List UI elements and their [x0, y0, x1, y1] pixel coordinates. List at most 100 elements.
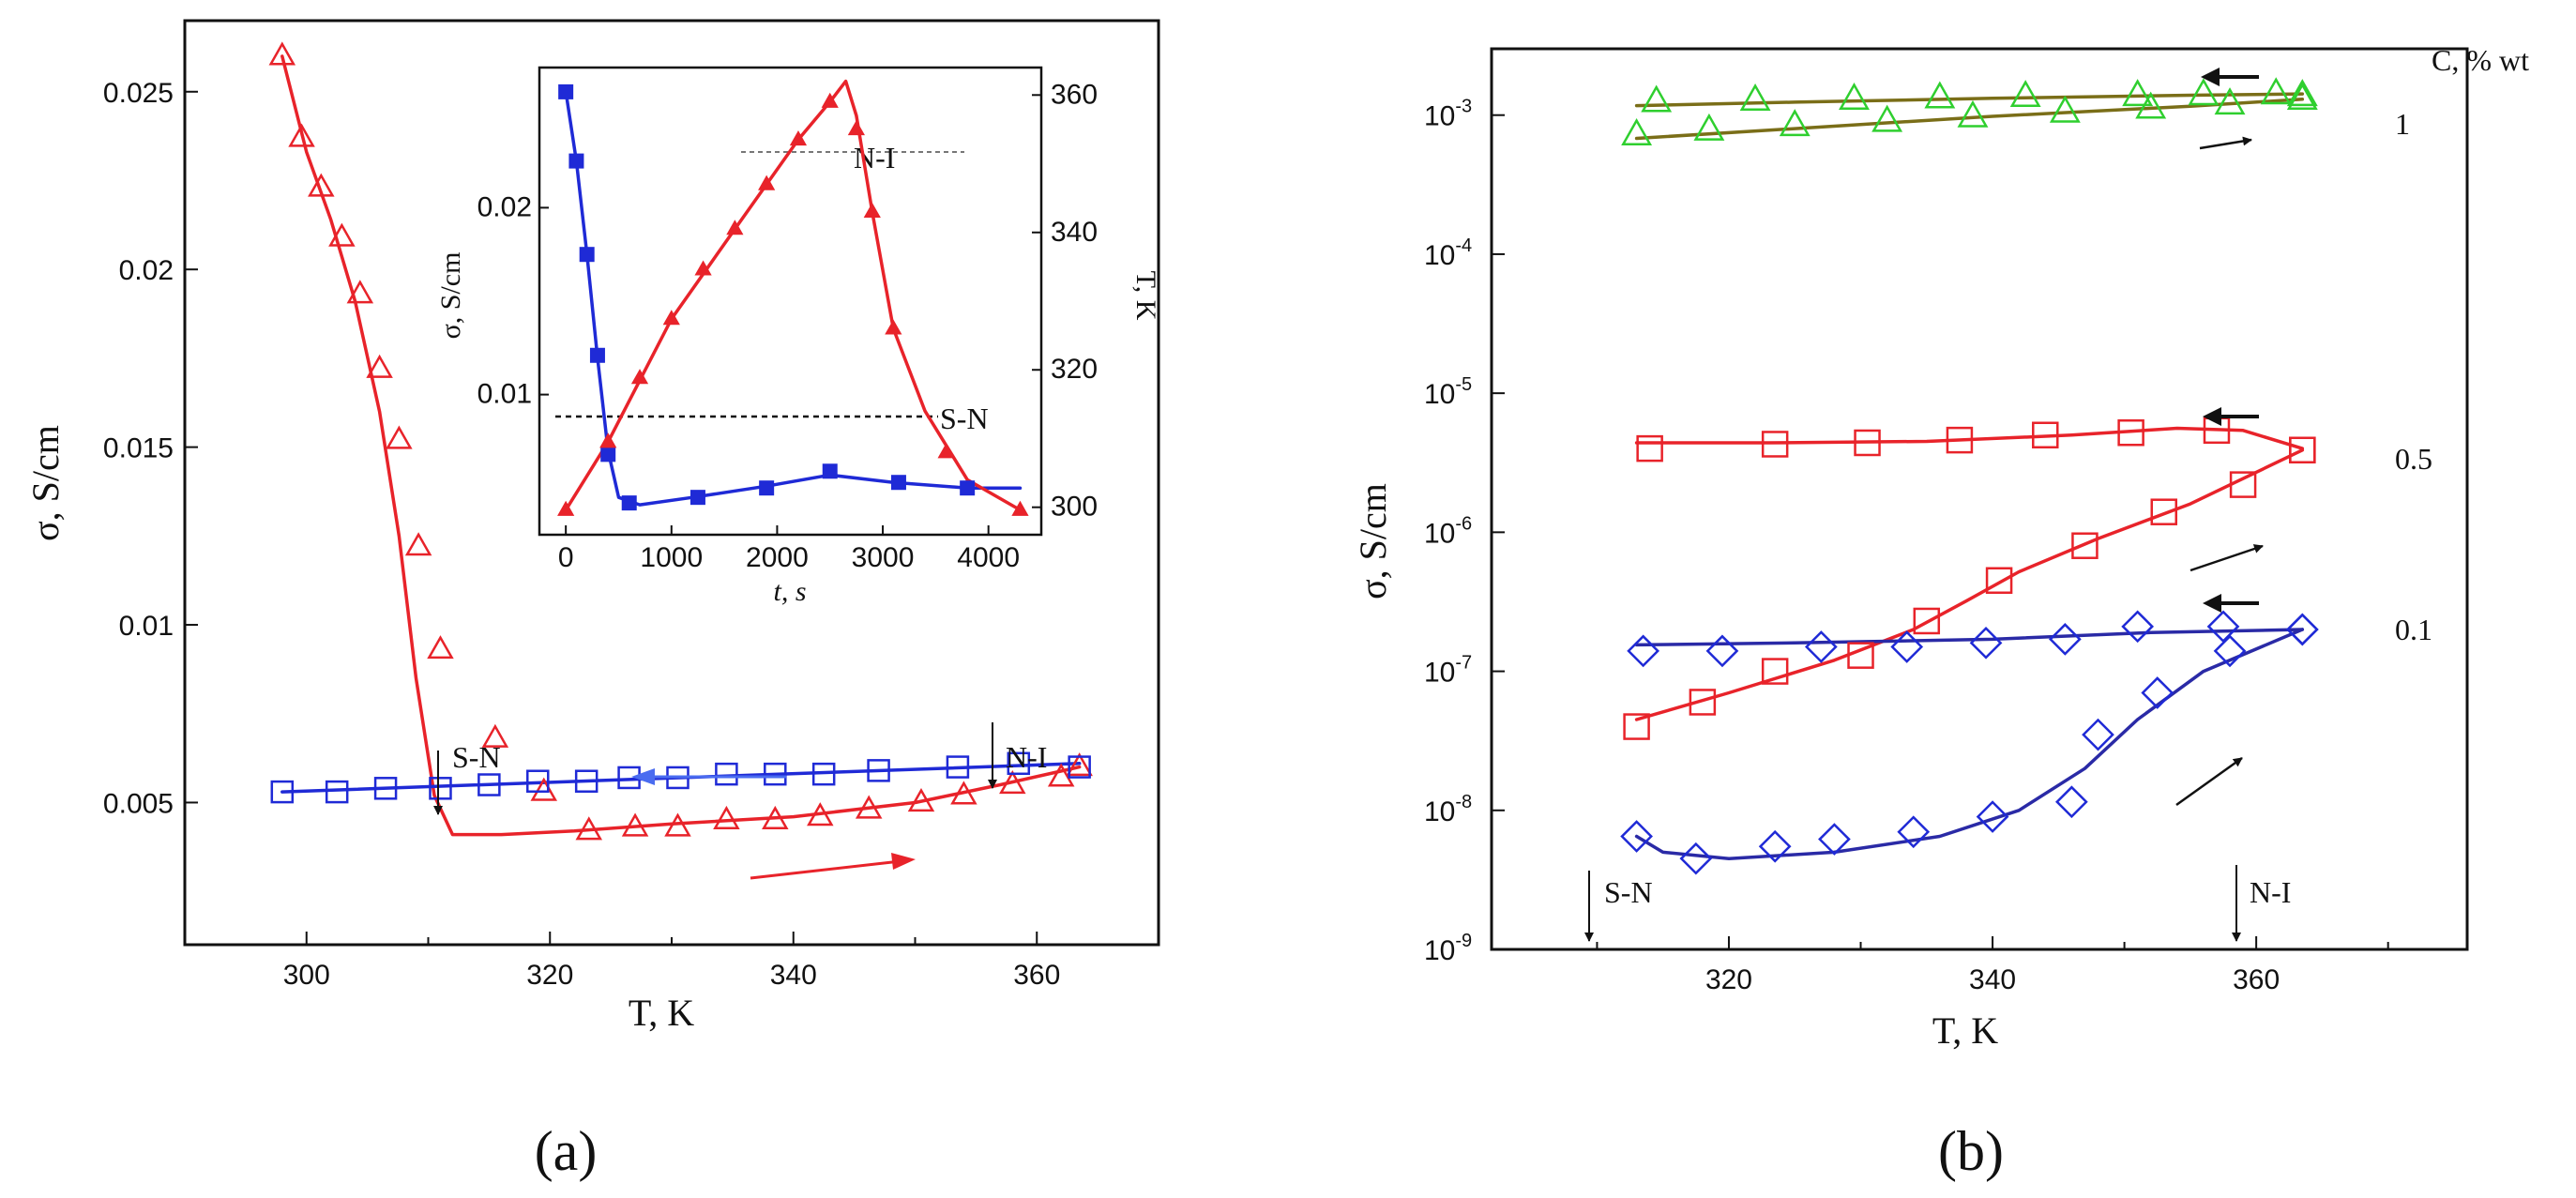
- b-y-tick-label: 10-8: [1424, 792, 1472, 827]
- series-0.1-cooling-data-point: [2121, 610, 2155, 644]
- panel-b-label: (b): [1938, 1120, 2004, 1182]
- series-1-heating-fit-line: [1634, 98, 2305, 141]
- heating-data-point: [404, 532, 432, 556]
- series-0.1-cooling-data-point: [2048, 623, 2082, 656]
- series-1-heating-data-point: [2286, 82, 2318, 110]
- inset-right-data-point: [694, 260, 712, 276]
- inset-left-data-point: [890, 475, 906, 491]
- inset-left-y-tick-label: 0.02: [477, 191, 532, 222]
- panel-b-axis-ticks: 320 340 360 10-9 10-8 10-7 10-6 10-5 10-4 10-3: [1424, 97, 2389, 995]
- a-x-tick-label: 320: [526, 960, 573, 991]
- s-n-label: S-N: [452, 740, 501, 774]
- a-y-tick-label: 0.01: [119, 611, 174, 642]
- panel-a-y-axis-label: σ, S/cm: [24, 425, 67, 541]
- inset-left-data-point: [621, 495, 637, 511]
- b-y-tick-label: 10-7: [1424, 653, 1472, 689]
- heating-data-point: [621, 812, 649, 837]
- panel-b-direction-arrows: [2175, 68, 2264, 807]
- series-1-heating-data-point: [2049, 95, 2081, 123]
- series-0.1-cooling-data-point: [2206, 610, 2240, 644]
- b-x-tick-label: 320: [1705, 964, 1752, 995]
- series-0.5-label: 0.5: [2395, 442, 2432, 476]
- heating-data-point: [575, 816, 603, 841]
- heating-data-point: [713, 805, 740, 830]
- panel-b-s-n-label: S-N: [1604, 875, 1653, 909]
- series-1-heating-data-point: [1779, 109, 1811, 137]
- panel-b-markers: [1620, 77, 2319, 875]
- inset-x-axis-label: t, s: [773, 576, 806, 607]
- a-y-tick-label: 0.015: [103, 433, 174, 464]
- series-0.1-cooling-fit-line: [1634, 628, 2305, 647]
- inset-left-data-point: [600, 447, 616, 463]
- a-x-tick-label: 360: [1013, 960, 1060, 991]
- cooling-data-point: [1007, 751, 1031, 776]
- series-0.5-heating-data-point: [2289, 436, 2316, 464]
- inset-left-y-tick-label: 0.01: [477, 379, 532, 410]
- cooling-data-point: [764, 762, 787, 786]
- a-y-tick-label: 0.025: [103, 78, 174, 109]
- heating-data-point: [481, 723, 509, 748]
- panel-b: 320 340 360 10-9 10-8 10-7 10-6 10-5 10-4 10-3 C,…: [1352, 43, 2529, 1182]
- series-0.5-cooling-data-point: [2117, 418, 2144, 447]
- inset-right-y-tick-label: 360: [1051, 79, 1098, 110]
- series-1-heating-data-point: [2135, 91, 2167, 119]
- series-0.1-cooling-data-point: [1804, 630, 1838, 663]
- heating-data-point: [664, 812, 691, 837]
- inset-right-y-tick-label: 300: [1051, 492, 1098, 523]
- inset-right-data-point: [847, 120, 866, 136]
- series-0.5-heating-data-point: [1913, 607, 1941, 635]
- series-0.1-cooling-data-point: [1705, 634, 1739, 668]
- series-0.5-cooling-data-point: [2032, 421, 2059, 449]
- inset-left-data-point: [759, 480, 775, 496]
- series-1-cooling-data-point: [2009, 80, 2041, 108]
- panel-a-label: (a): [535, 1120, 598, 1182]
- series-0.5-heating-data-point: [1985, 567, 2013, 595]
- series-0.1-heating-arrow: [2175, 756, 2243, 807]
- inset-plot-frame: [538, 66, 1043, 537]
- series-0.1-heating-data-point: [2285, 613, 2319, 646]
- series-1-label: 1: [2395, 107, 2410, 141]
- inset-right-data-point: [863, 202, 881, 218]
- heating-data-point: [950, 781, 977, 805]
- heating-data-point: [268, 41, 296, 66]
- series-1-cooling-arrow-head: [2201, 68, 2220, 86]
- inset-left-data-point: [960, 480, 976, 496]
- cooling-data-point: [270, 780, 295, 804]
- heating-data-point: [346, 280, 374, 304]
- series-1-cooling-data-point: [1924, 81, 1956, 109]
- panel-b-x-axis-label: T, K: [1932, 1009, 1998, 1052]
- series-0.5-cooling-fit-line: [1634, 426, 2305, 450]
- series-1-heating-data-point: [1621, 118, 1653, 145]
- panel-a-x-axis-label: T, K: [629, 992, 694, 1034]
- inset-right-y-tick-label: 340: [1051, 217, 1098, 248]
- series-0.5-heating-data-point: [2229, 471, 2257, 498]
- series-0.5-heating-data-point: [1761, 658, 1789, 685]
- inset-left-data-point: [822, 463, 838, 479]
- panel-b-n-i-label: N-I: [2250, 875, 2291, 909]
- heating-data-point: [530, 777, 558, 801]
- inset-right-data-point: [1011, 500, 1029, 516]
- inset-right-data-point: [937, 443, 955, 459]
- b-x-tick-label: 360: [2233, 964, 2280, 995]
- series-0.5-cooling-data-point: [1761, 431, 1789, 458]
- cooling-data-point: [325, 780, 349, 804]
- series-1-cooling-data-point: [1641, 84, 1673, 113]
- panel-a-markers: [268, 41, 1093, 841]
- n-i-label: N-I: [1006, 740, 1047, 774]
- b-y-tick-label: 10-6: [1424, 513, 1472, 549]
- b-x-tick-label: 340: [1969, 964, 2016, 995]
- series-0.5-cooling-data-point: [1946, 426, 1974, 454]
- inset-left-data-point: [689, 490, 705, 506]
- series-0.1-label: 0.1: [2395, 613, 2432, 646]
- heating-data-point: [386, 425, 413, 449]
- cooling-data-point: [373, 777, 398, 800]
- series-0.1-heating-data-point: [1897, 815, 1931, 849]
- panel-b-fit-lines: [1634, 92, 2305, 860]
- series-0.1-heating-data-point: [1818, 823, 1851, 856]
- series-0.1-heating-data-point: [2141, 676, 2174, 709]
- concentration-legend-title: C, % wt: [2432, 43, 2529, 77]
- b-y-tick-label: 10-9: [1424, 931, 1472, 966]
- inset-x-tick-label: 3000: [852, 542, 915, 573]
- series-1-cooling-data-point: [2286, 79, 2318, 107]
